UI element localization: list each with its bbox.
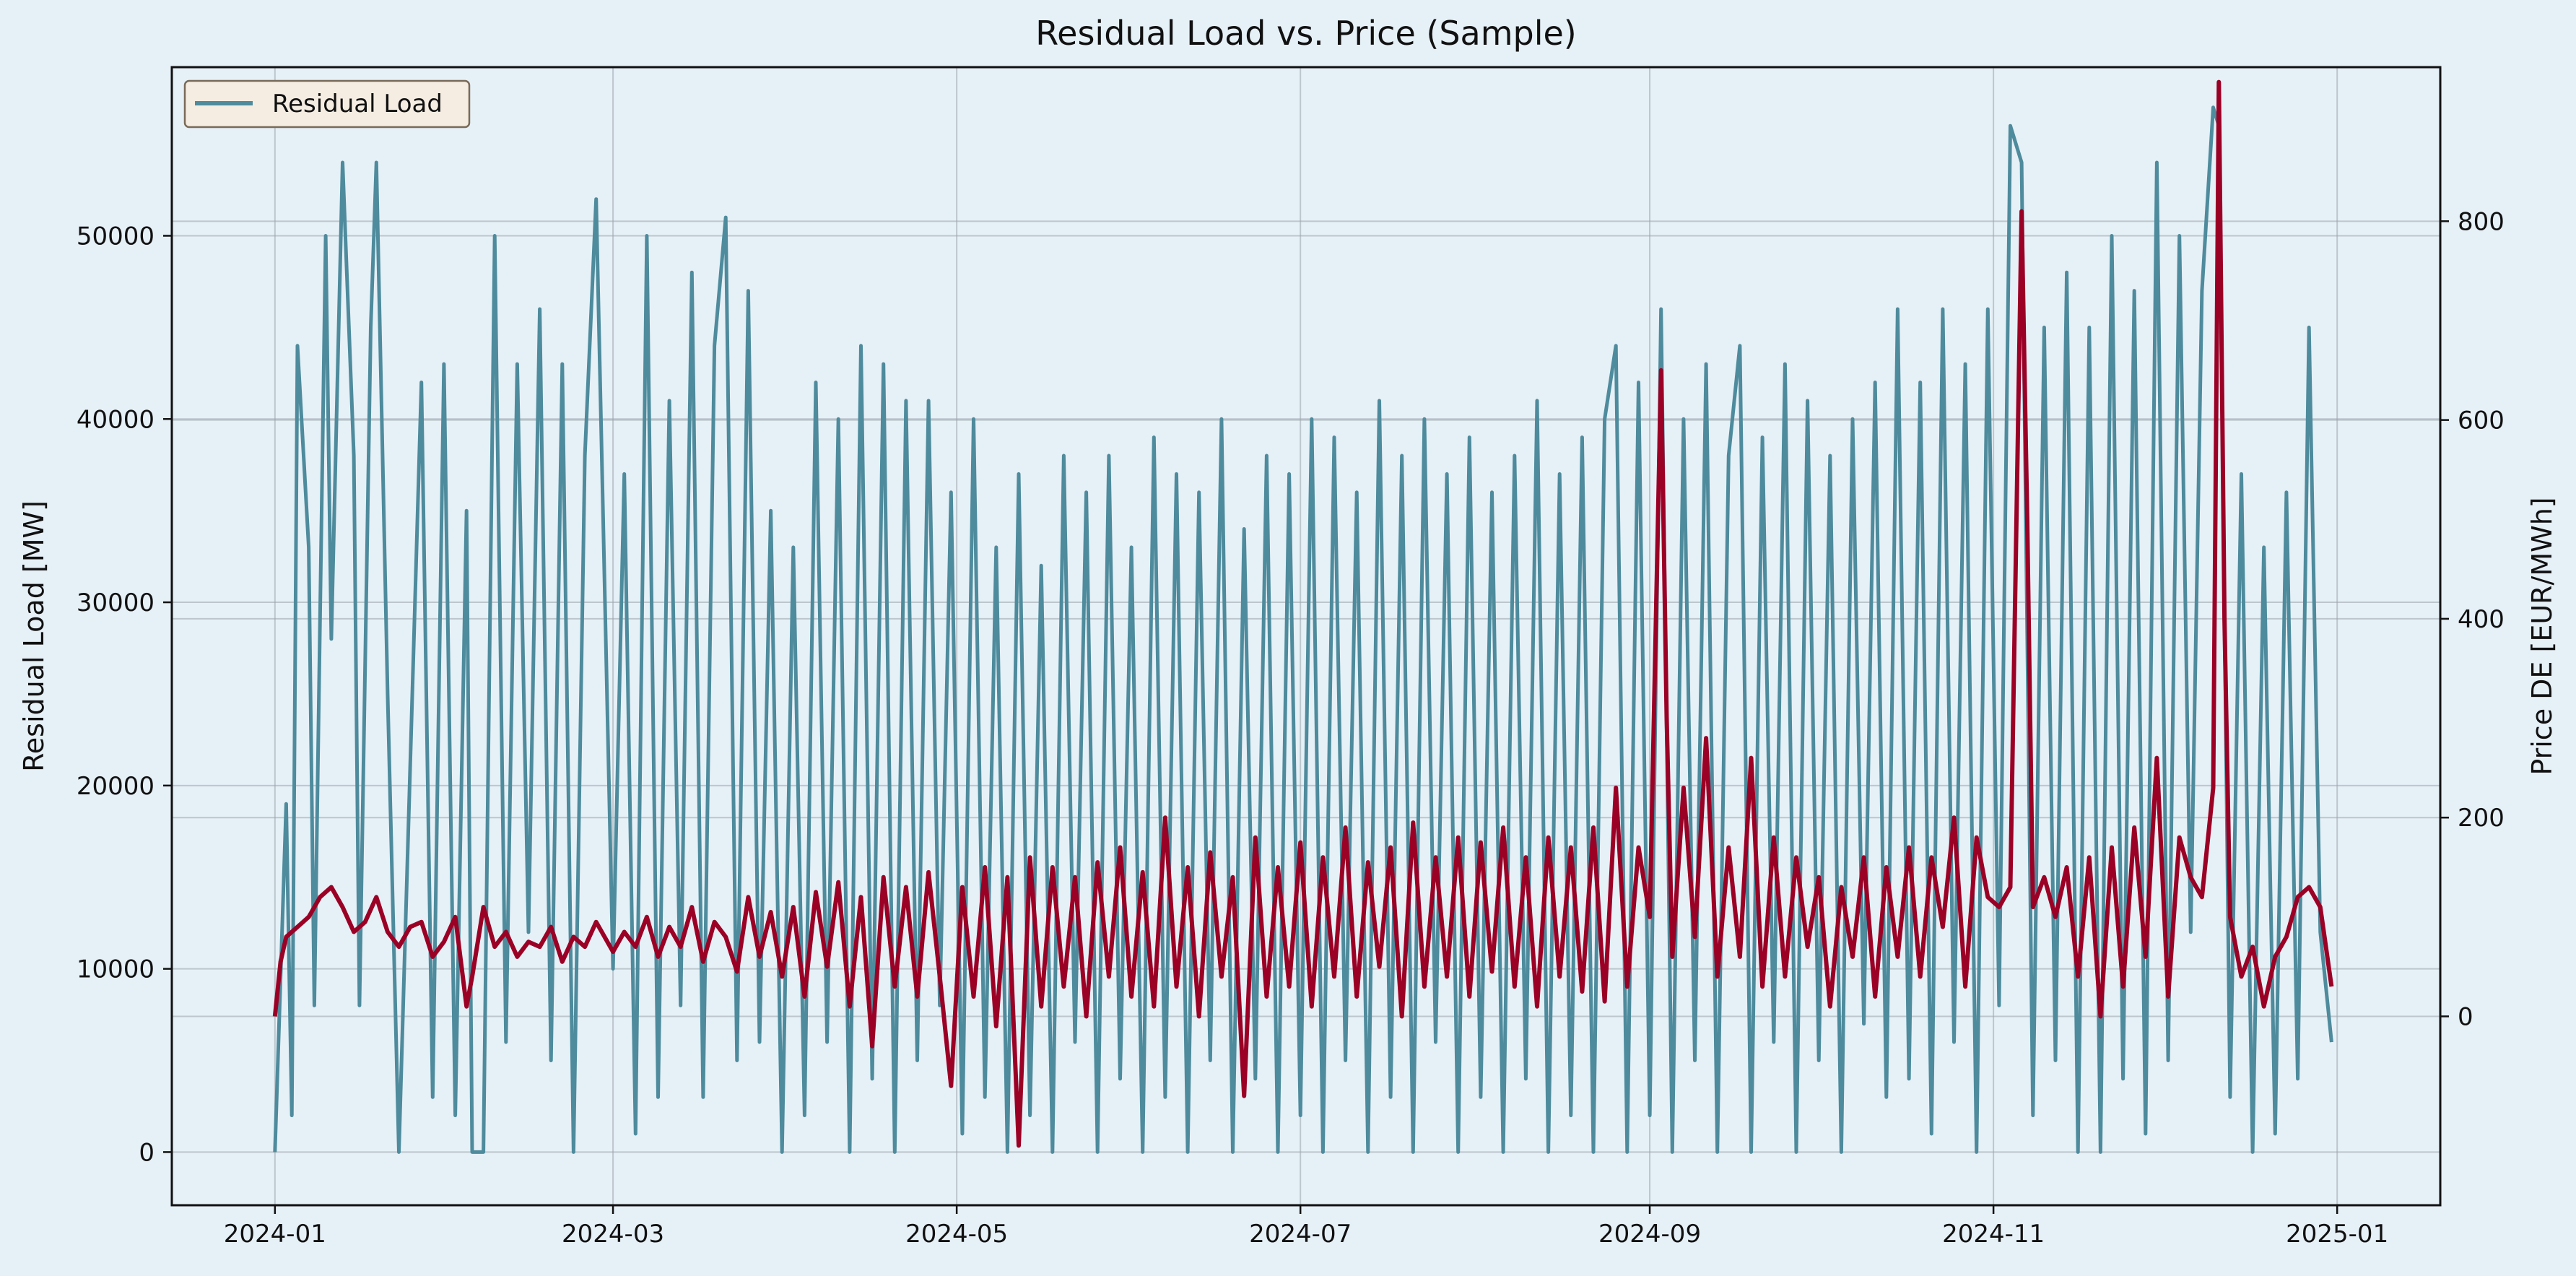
y-tick-label: 20000 (77, 772, 155, 801)
y2-tick-label: 400 (2458, 605, 2505, 634)
x-tick-label: 2024-11 (1942, 1220, 2045, 1249)
plot-frame (170, 66, 2442, 1207)
y2-tick-label: 200 (2458, 804, 2505, 833)
legend-box (183, 79, 471, 129)
x-tick-label: 2025-01 (2286, 1220, 2388, 1249)
x-tick-label: 2024-05 (905, 1220, 1008, 1249)
y-tick-label: 0 (139, 1138, 155, 1167)
y2-tick-label: 600 (2458, 407, 2505, 435)
series-layer (272, 79, 2334, 1154)
y2-tick-label: 800 (2458, 207, 2505, 236)
y-tick-label: 10000 (77, 955, 155, 984)
x-tick-label: 2024-03 (562, 1220, 664, 1249)
y-tick-label: 50000 (77, 222, 155, 251)
y2-tick-label: 0 (2458, 1002, 2473, 1031)
y-tick-label: 40000 (77, 405, 155, 434)
y-axis-right: 0 200 400 600 800 (2440, 207, 2505, 1031)
y-axis-label: Residual Load [MW] (18, 500, 50, 772)
y-axis-left: 0 10000 20000 30000 40000 50000 (77, 222, 172, 1167)
series-line-residual-load (273, 105, 2333, 1154)
x-axis: 2024-01 2024-03 2024-05 2024-07 2024-09 2024-… (224, 1205, 2388, 1249)
legend: Residual Load (183, 79, 471, 129)
chart-title: Residual Load vs. Price (Sample) (1035, 14, 1577, 53)
y-tick-label: 30000 (77, 589, 155, 617)
x-tick-label: 2024-01 (224, 1220, 326, 1249)
series-line-price (272, 79, 2334, 1148)
x-tick-label: 2024-07 (1249, 1220, 1352, 1249)
y2-axis-label: Price DE [EUR/MWh] (2526, 497, 2558, 775)
legend-label-residual-load: Residual Load (272, 90, 443, 118)
x-tick-label: 2024-09 (1598, 1220, 1701, 1249)
